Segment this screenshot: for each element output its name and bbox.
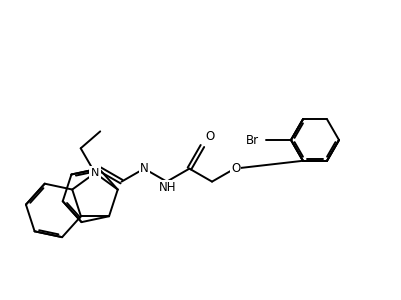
Text: Br: Br bbox=[246, 134, 259, 146]
Text: NH: NH bbox=[159, 181, 176, 194]
Text: N: N bbox=[140, 162, 148, 175]
Text: O: O bbox=[205, 130, 215, 143]
Text: O: O bbox=[231, 162, 240, 175]
Text: N: N bbox=[91, 168, 99, 178]
